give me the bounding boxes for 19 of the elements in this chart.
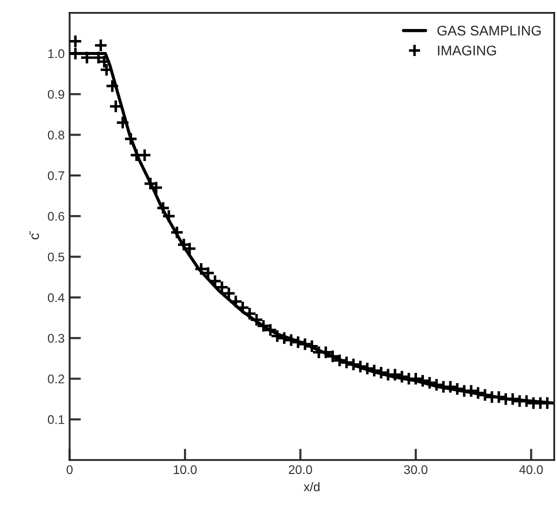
x-axis-title: x/d (304, 482, 320, 492)
y-tick-label: 0.6 (48, 212, 64, 221)
x-tick-label: 10.0 (174, 465, 197, 474)
y-tick-label: 0.1 (48, 415, 64, 424)
y-tick-label: 0.2 (48, 374, 64, 384)
y-tick-label: 0.9 (48, 90, 64, 99)
y-tick-label: 0.3 (48, 334, 64, 343)
x-tick-label: 30.0 (404, 465, 428, 474)
y-tick-label: 0.4 (48, 293, 64, 302)
legend-label: IMAGING (438, 46, 496, 56)
x-tick-label: 20.0 (288, 465, 312, 474)
legend-label: GAS SAMPLING (437, 26, 541, 36)
y-tick-label: 0.7 (48, 171, 64, 180)
y-tick-label: 0.5 (48, 252, 64, 262)
y-axis-title: c̄ (30, 231, 40, 240)
x-tick-label: 40.0 (519, 465, 543, 474)
y-tick-label: 0.8 (48, 130, 64, 140)
x-tick-label: 0 (66, 465, 73, 474)
y-tick-label: 1.0 (48, 49, 64, 58)
